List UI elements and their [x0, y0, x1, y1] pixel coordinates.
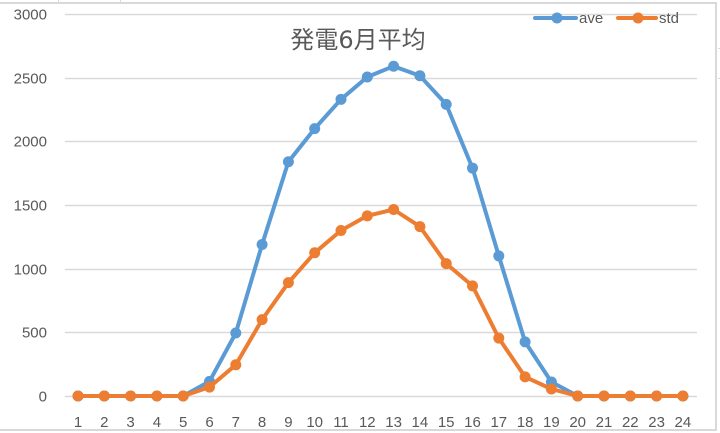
data-point-marker[interactable] [230, 327, 242, 339]
data-point-marker[interactable] [309, 123, 321, 135]
data-point-marker[interactable] [388, 203, 400, 215]
series-ave[interactable] [72, 60, 689, 402]
x-tick-label: 19 [543, 414, 560, 431]
x-tick-label: 8 [258, 414, 266, 431]
x-tick-label: 17 [490, 414, 507, 431]
data-point-marker[interactable] [177, 390, 189, 402]
legend[interactable]: ave std [533, 10, 679, 27]
chart-title: 発電6月平均 [290, 26, 426, 54]
data-point-marker[interactable] [335, 93, 347, 105]
data-point-marker[interactable] [361, 210, 373, 222]
data-point-marker[interactable] [204, 381, 215, 393]
legend-label: ave [579, 10, 603, 27]
data-point-marker[interactable] [519, 336, 531, 348]
x-tick-label: 20 [569, 414, 586, 431]
data-point-marker[interactable] [440, 98, 452, 110]
x-tick-label: 7 [232, 414, 240, 431]
x-axis-labels: 1 2 3 4 5 6 7 8 9 10 11 12 13 14 15 16 17 18 19 20 21 22 23 24 [74, 414, 691, 431]
data-point-marker[interactable] [677, 390, 689, 402]
x-tick-label: 18 [517, 414, 534, 431]
data-point-marker[interactable] [545, 383, 557, 395]
y-axis-labels: 0 500 1000 1500 2000 2500 3000 [14, 7, 47, 406]
legend-item-std[interactable]: std [616, 10, 679, 27]
data-point-marker[interactable] [572, 390, 584, 402]
y-tick-label: 2500 [14, 71, 47, 88]
data-point-marker[interactable] [282, 156, 294, 168]
series-std[interactable] [72, 203, 689, 402]
legend-label: std [659, 10, 679, 27]
x-tick-label: 13 [385, 414, 402, 431]
data-point-marker[interactable] [309, 247, 321, 259]
x-tick-label: 14 [412, 414, 429, 431]
x-tick-label: 11 [333, 414, 349, 431]
data-point-marker[interactable] [256, 238, 268, 250]
data-point-marker[interactable] [414, 70, 426, 82]
x-tick-label: 16 [464, 414, 481, 431]
data-point-marker[interactable] [493, 332, 505, 344]
x-tick-label: 23 [648, 414, 665, 431]
data-point-marker[interactable] [361, 71, 373, 83]
sheet-cell-line [718, 78, 720, 79]
series-line [76, 207, 685, 398]
data-point-marker[interactable] [151, 390, 163, 402]
sheet-cell-line [120, 0, 121, 3]
data-point-marker[interactable] [598, 390, 610, 402]
x-tick-label: 5 [179, 414, 187, 431]
data-point-marker[interactable] [414, 221, 426, 233]
data-point-marker[interactable] [72, 390, 84, 402]
x-tick-label: 1 [74, 414, 82, 431]
data-point-marker[interactable] [388, 60, 400, 72]
legend-item-ave[interactable]: ave [533, 10, 603, 27]
y-tick-label: 500 [22, 325, 47, 342]
data-point-marker[interactable] [335, 224, 347, 236]
x-tick-label: 21 [596, 414, 613, 431]
sheet-cell-line [718, 48, 720, 49]
data-point-marker[interactable] [519, 371, 531, 383]
series-line [76, 64, 685, 398]
x-tick-label: 10 [306, 414, 323, 431]
data-point-marker[interactable] [282, 277, 294, 289]
data-point-marker[interactable] [651, 390, 663, 402]
x-tick-label: 15 [438, 414, 455, 431]
data-point-marker[interactable] [440, 258, 452, 270]
legend-marker-icon [551, 12, 563, 24]
x-tick-label: 22 [622, 414, 639, 431]
data-point-marker[interactable] [98, 390, 110, 402]
x-tick-label: 6 [205, 414, 213, 431]
data-point-marker[interactable] [230, 359, 242, 371]
x-tick-label: 9 [284, 414, 292, 431]
x-tick-label: 2 [100, 414, 108, 431]
series-layer [72, 60, 689, 402]
data-point-marker[interactable] [624, 390, 636, 402]
y-tick-label: 1000 [14, 262, 47, 279]
sheet-cell-line [58, 0, 59, 3]
data-point-marker[interactable] [467, 162, 478, 174]
y-tick-label: 3000 [14, 7, 47, 24]
x-tick-label: 12 [359, 414, 376, 431]
x-tick-label: 4 [153, 414, 161, 431]
legend-marker-icon [632, 12, 644, 24]
x-tick-label: 24 [675, 414, 692, 431]
y-tick-label: 0 [39, 389, 47, 406]
x-tick-label: 3 [126, 414, 134, 431]
data-point-marker[interactable] [467, 280, 478, 292]
data-point-marker[interactable] [493, 250, 505, 262]
y-tick-label: 2000 [14, 134, 47, 151]
data-point-marker[interactable] [125, 390, 137, 402]
data-point-marker[interactable] [256, 314, 268, 326]
y-tick-label: 1500 [14, 198, 47, 215]
